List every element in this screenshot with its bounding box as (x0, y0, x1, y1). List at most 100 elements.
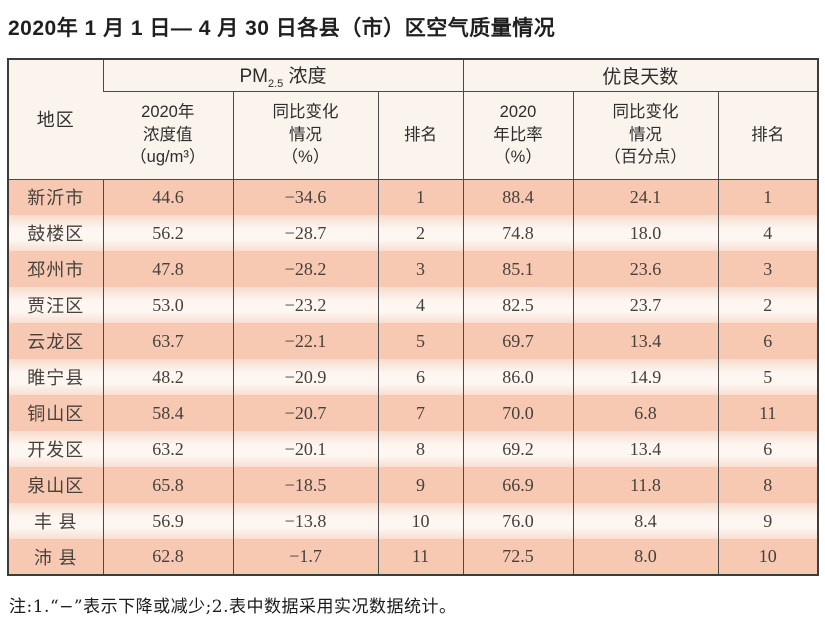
pm-value-cell: 53.0 (102, 287, 233, 323)
pm-change-cell: −20.1 (232, 431, 378, 467)
header-good-days-group: 优良天数 (462, 59, 819, 92)
good-rate-cell: 82.5 (462, 287, 573, 323)
good-rank-cell: 4 (717, 215, 819, 251)
header-region: 地区 (8, 59, 103, 180)
table-row: 贾汪区 53.0 −23.2 4 82.5 23.7 2 (8, 287, 819, 323)
pm-value-cell: 48.2 (102, 359, 233, 395)
pm-rank-cell: 1 (377, 179, 463, 215)
pm-value-cell: 47.8 (102, 251, 233, 287)
pm-change-cell: −20.7 (232, 395, 378, 431)
good-rank-cell: 9 (717, 503, 819, 539)
good-change-cell: 8.0 (572, 539, 718, 575)
pm-value-cell: 56.9 (102, 503, 233, 539)
good-rate-cell: 69.2 (462, 431, 573, 467)
header-good-2020-rate: 2020 年比率 （%） (462, 91, 573, 180)
good-change-cell: 18.0 (572, 215, 718, 251)
pm-value-cell: 63.2 (102, 431, 233, 467)
header-good-rank: 排名 (717, 91, 819, 180)
good-rank-cell: 6 (717, 323, 819, 359)
header-group-row: 地区 PM2.5 浓度 优良天数 (8, 59, 819, 180)
pm-rank-cell: 8 (377, 431, 463, 467)
pm-rank-cell: 9 (377, 467, 463, 503)
pm-change-cell: −1.7 (232, 539, 378, 575)
table-row: 睢宁县 48.2 −20.9 6 86.0 14.9 5 (8, 359, 819, 395)
table-row: 沛 县 62.8 −1.7 11 72.5 8.0 10 (8, 539, 819, 575)
pm-change-cell: −22.1 (232, 323, 378, 359)
pm-rank-cell: 10 (377, 503, 463, 539)
pm-change-cell: −23.2 (232, 287, 378, 323)
footnote: 注:1.“−”表示下降或减少;2.表中数据采用实况数据统计。 (9, 597, 457, 617)
good-change-cell: 13.4 (572, 323, 718, 359)
header-pm25-group: PM2.5 浓度 (102, 59, 463, 92)
good-change-cell: 6.8 (572, 395, 718, 431)
region-cell: 开发区 (8, 431, 103, 467)
good-rate-cell: 86.0 (462, 359, 573, 395)
table-row: 丰 县 56.9 −13.8 10 76.0 8.4 9 (8, 503, 819, 539)
pm-change-cell: −28.2 (232, 251, 378, 287)
pm25-label-suffix: 浓度 (283, 65, 327, 87)
good-change-cell: 24.1 (572, 179, 718, 215)
pm-rank-cell: 7 (377, 395, 463, 431)
pm-change-cell: −13.8 (232, 503, 378, 539)
table-row: 邳州市 47.8 −28.2 3 85.1 23.6 3 (8, 251, 819, 287)
good-rank-cell: 2 (717, 287, 819, 323)
air-quality-table: 地区 PM2.5 浓度 优良天数 2020年 浓度值 （ug/m³） 同比变化 … (7, 58, 820, 576)
header-pm-yoy-change: 同比变化 情况 （%） (232, 91, 378, 180)
pm25-label-prefix: PM (239, 65, 268, 87)
good-change-cell: 23.7 (572, 287, 718, 323)
table-row: 新沂市 44.6 −34.6 1 88.4 24.1 1 (8, 179, 819, 215)
pm-change-cell: −28.7 (232, 215, 378, 251)
pm25-label-subscript: 2.5 (267, 77, 284, 90)
region-cell: 泉山区 (8, 467, 103, 503)
good-rank-cell: 3 (717, 251, 819, 287)
table-row: 鼓楼区 56.2 −28.7 2 74.8 18.0 4 (8, 215, 819, 251)
good-rate-cell: 85.1 (462, 251, 573, 287)
region-cell: 鼓楼区 (8, 215, 103, 251)
table-header: 地区 PM2.5 浓度 优良天数 2020年 浓度值 （ug/m³） 同比变化 … (8, 59, 819, 180)
good-change-cell: 13.4 (572, 431, 718, 467)
pm-change-cell: −18.5 (232, 467, 378, 503)
good-rank-cell: 8 (717, 467, 819, 503)
region-cell: 铜山区 (8, 395, 103, 431)
header-pm-2020-value: 2020年 浓度值 （ug/m³） (103, 91, 233, 180)
pm-change-cell: −20.9 (232, 359, 378, 395)
pm-change-cell: −34.6 (232, 179, 378, 215)
pm-value-cell: 62.8 (102, 539, 233, 575)
region-cell: 新沂市 (8, 179, 103, 215)
table-row: 泉山区 65.8 −18.5 9 66.9 11.8 8 (8, 467, 819, 503)
good-rank-cell: 11 (717, 395, 819, 431)
table-body: 新沂市 44.6 −34.6 1 88.4 24.1 1 鼓楼区 56.2 −2… (8, 179, 819, 575)
good-rate-cell: 66.9 (462, 467, 573, 503)
header-pm-rank: 排名 (377, 91, 463, 180)
good-change-cell: 14.9 (572, 359, 718, 395)
pm-value-cell: 44.6 (102, 179, 233, 215)
pm-rank-cell: 2 (377, 215, 463, 251)
pm-rank-cell: 6 (377, 359, 463, 395)
good-rank-cell: 5 (717, 359, 819, 395)
pm-rank-cell: 11 (377, 539, 463, 575)
good-change-cell: 8.4 (572, 503, 718, 539)
region-cell: 云龙区 (8, 323, 103, 359)
table-row: 云龙区 63.7 −22.1 5 69.7 13.4 6 (8, 323, 819, 359)
pm-rank-cell: 4 (377, 287, 463, 323)
good-rate-cell: 72.5 (462, 539, 573, 575)
header-sub-row: 2020年 浓度值 （ug/m³） 同比变化 情况 （%） 排名 2020 年比… (8, 91, 819, 180)
pm-value-cell: 56.2 (102, 215, 233, 251)
region-cell: 沛 县 (8, 539, 103, 575)
good-rank-cell: 6 (717, 431, 819, 467)
region-cell: 邳州市 (8, 251, 103, 287)
table-row: 铜山区 58.4 −20.7 7 70.0 6.8 11 (8, 395, 819, 431)
pm-rank-cell: 3 (377, 251, 463, 287)
pm-value-cell: 65.8 (102, 467, 233, 503)
region-cell: 贾汪区 (8, 287, 103, 323)
good-change-cell: 23.6 (572, 251, 718, 287)
pm-rank-cell: 5 (377, 323, 463, 359)
good-rate-cell: 70.0 (462, 395, 573, 431)
good-rate-cell: 88.4 (462, 179, 573, 215)
good-rate-cell: 69.7 (462, 323, 573, 359)
good-rank-cell: 10 (717, 539, 819, 575)
good-rank-cell: 1 (717, 179, 819, 215)
good-rate-cell: 74.8 (462, 215, 573, 251)
region-cell: 睢宁县 (8, 359, 103, 395)
table-row: 开发区 63.2 −20.1 8 69.2 13.4 6 (8, 431, 819, 467)
